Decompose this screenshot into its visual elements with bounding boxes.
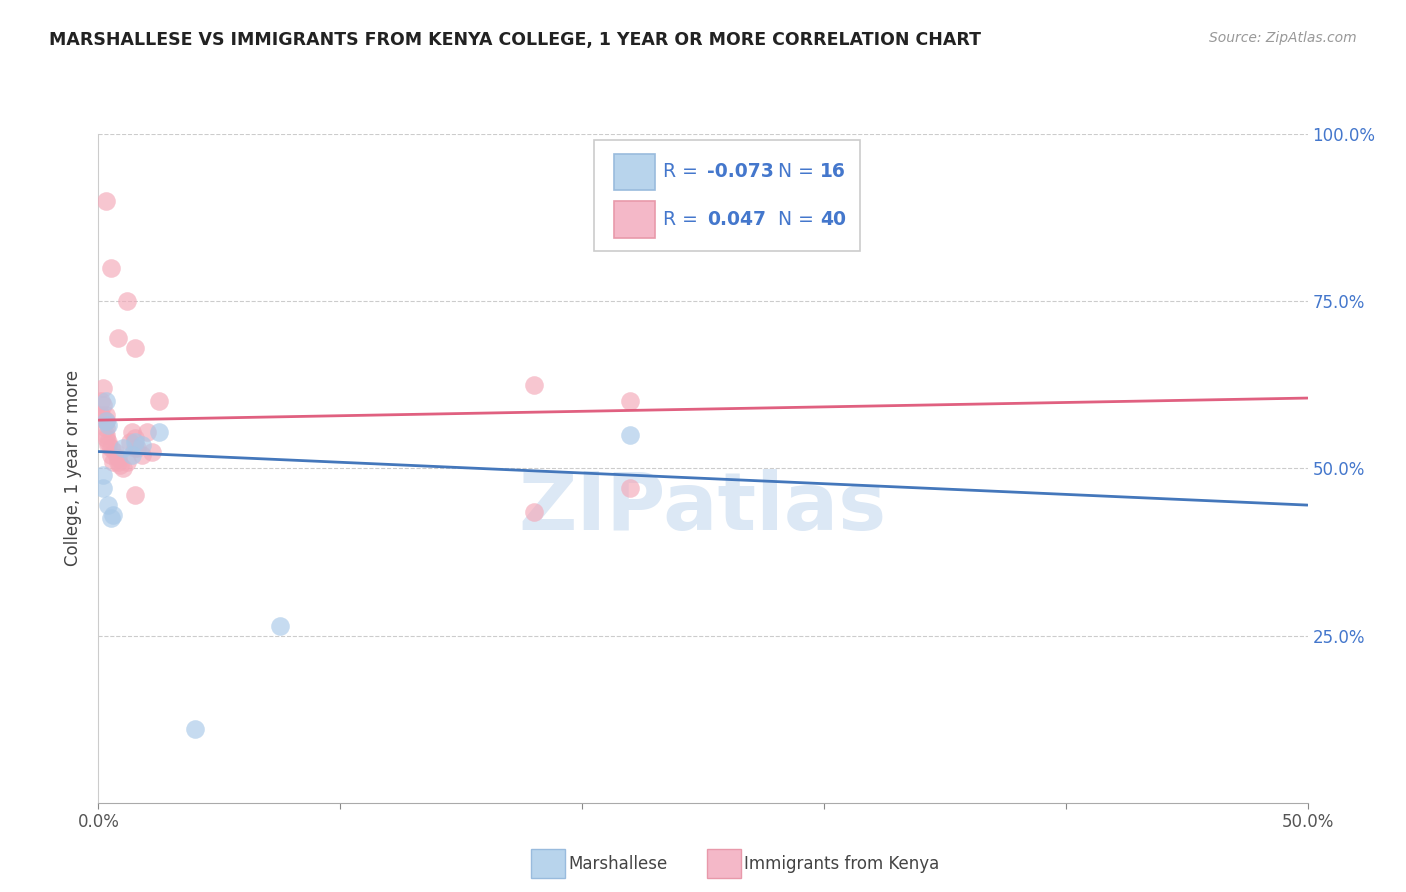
Point <box>94 415 117 429</box>
Point <box>90 408 112 422</box>
Point <box>124 442 146 456</box>
Text: N =: N = <box>778 210 820 229</box>
Point <box>97 434 120 449</box>
Text: Source: ZipAtlas.com: Source: ZipAtlas.com <box>1209 31 1357 45</box>
Text: 0.047: 0.047 <box>707 210 766 229</box>
Point <box>100 448 122 462</box>
Point <box>121 448 143 462</box>
Point <box>101 455 124 469</box>
Text: R =: R = <box>664 162 704 181</box>
Point <box>117 455 139 469</box>
Point <box>107 455 129 469</box>
Point <box>135 425 157 439</box>
Point <box>141 444 163 458</box>
Point <box>100 511 122 525</box>
Point <box>131 438 153 452</box>
Point <box>148 425 170 439</box>
Point <box>124 341 146 355</box>
Point <box>111 442 134 456</box>
Text: ZIPatlas: ZIPatlas <box>519 469 887 548</box>
Point <box>124 431 146 445</box>
Text: R =: R = <box>664 210 704 229</box>
Point <box>94 408 117 422</box>
Point <box>107 331 129 345</box>
FancyBboxPatch shape <box>613 202 655 237</box>
Point <box>269 618 291 632</box>
Text: -0.073: -0.073 <box>707 162 773 181</box>
Point <box>184 723 207 737</box>
Point <box>94 431 117 445</box>
Point <box>118 434 141 449</box>
Point <box>91 468 114 483</box>
Point <box>97 498 120 512</box>
Point <box>101 508 124 523</box>
Text: 16: 16 <box>820 162 846 181</box>
Point <box>108 458 131 472</box>
Point <box>124 434 146 449</box>
Point <box>104 444 127 458</box>
Point <box>97 438 120 452</box>
Point <box>100 260 122 275</box>
FancyBboxPatch shape <box>595 141 860 251</box>
Text: 40: 40 <box>820 210 846 229</box>
Point <box>94 415 117 429</box>
Point <box>121 425 143 439</box>
Point <box>91 482 114 496</box>
Point <box>148 394 170 409</box>
Point <box>619 482 641 496</box>
Point <box>124 488 146 502</box>
Point <box>97 417 120 432</box>
Point <box>91 398 114 412</box>
Text: N =: N = <box>778 162 820 181</box>
Point <box>100 442 122 456</box>
Text: Marshallese: Marshallese <box>568 855 668 873</box>
Point <box>523 377 546 392</box>
Point <box>523 505 546 519</box>
Point <box>90 394 112 409</box>
Text: Immigrants from Kenya: Immigrants from Kenya <box>744 855 939 873</box>
Point <box>91 381 114 395</box>
Point <box>111 461 134 475</box>
Point <box>107 451 129 466</box>
FancyBboxPatch shape <box>613 153 655 190</box>
Point <box>127 442 149 456</box>
Point <box>91 411 114 425</box>
Point <box>94 428 117 442</box>
Point <box>619 428 641 442</box>
Point <box>131 448 153 462</box>
Point <box>619 394 641 409</box>
Point <box>117 294 139 309</box>
Point <box>94 394 117 409</box>
Y-axis label: College, 1 year or more: College, 1 year or more <box>65 370 83 566</box>
Point <box>94 194 117 208</box>
Text: MARSHALLESE VS IMMIGRANTS FROM KENYA COLLEGE, 1 YEAR OR MORE CORRELATION CHART: MARSHALLESE VS IMMIGRANTS FROM KENYA COL… <box>49 31 981 49</box>
Point <box>94 421 117 435</box>
